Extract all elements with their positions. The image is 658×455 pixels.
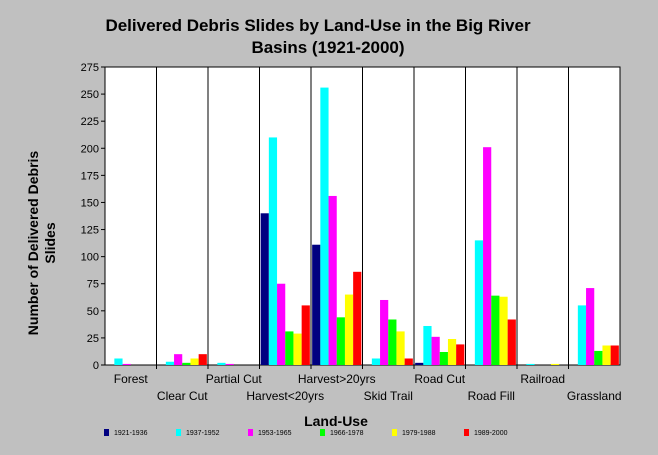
bars [114,87,619,366]
y-tick-label: 275 [81,62,99,74]
category-label: Grassland [567,389,622,403]
legend-swatch [176,429,181,436]
bar [577,305,587,365]
legend-label: 1937-1952 [186,430,220,437]
y-axis-title-line-1: Number of Delivered Debris [25,151,41,336]
bar [526,363,535,365]
y-tick-label: 100 [81,252,99,264]
bar [320,87,329,366]
y-tick-label: 250 [81,89,99,101]
bar [499,296,508,365]
legend-swatch [464,429,469,436]
bar [594,350,603,365]
bar [456,344,465,365]
legend-swatch [104,429,109,436]
bar [602,345,611,365]
bar [277,283,286,365]
category-label: Road Cut [414,372,465,386]
y-tick-label: 0 [93,360,99,372]
bar [122,363,131,365]
legend: 1921-1936 1937-1952 1953-1965 1966-1978 1979… [104,429,508,437]
bar [396,331,405,365]
bar [439,351,448,365]
category-label: Harvest>20yrs [298,372,376,386]
category-label: Forest [114,372,149,386]
bar [217,362,226,365]
bar [182,362,191,365]
bar [474,240,484,365]
legend-label: 1921-1936 [114,430,148,437]
category-separators [156,67,569,369]
y-tick-label: 150 [81,197,99,209]
bar [285,331,294,365]
bar [380,299,389,365]
bar [447,338,457,365]
y-tick-label: 75 [87,279,99,291]
legend-label: 1979-1988 [402,430,436,437]
y-tick-label: 125 [81,225,99,237]
bar [431,336,440,365]
bar [507,319,516,365]
category-label: Road Fill [468,389,515,403]
bar [353,271,362,365]
bar [371,358,381,365]
legend-swatch [320,429,325,436]
x-axis-title: Land-Use [304,413,368,429]
bar [586,288,595,365]
bar [483,147,492,365]
legend-swatch [248,429,253,436]
bar [388,319,397,365]
bar [610,345,619,365]
bar [404,358,413,365]
bar [268,137,278,365]
y-axis: 0 25 50 75 100 125 150 175 200 225 250 275 [81,62,105,372]
bar [550,363,560,365]
chart-title-line-1: Delivered Debris Slides by Land-Use in t… [105,16,531,35]
legend-swatch [392,429,397,436]
y-tick-label: 50 [87,306,99,318]
bar [344,294,354,365]
bar [301,305,310,365]
category-label: Clear Cut [157,389,208,403]
bar [174,354,183,365]
category-label: Harvest<20yrs [246,389,324,403]
bar [336,317,345,365]
bar [198,354,207,365]
bar [190,358,199,365]
y-axis-title-line-2: Slides [42,222,58,263]
bar [165,361,175,365]
bar [423,325,432,365]
category-labels: Forest Clear Cut Partial Cut Harvest<20yrs H… [114,372,622,403]
category-label: Partial Cut [206,372,263,386]
y-tick-label: 225 [81,116,99,128]
bar [225,363,234,365]
category-label: Railroad [520,372,565,386]
chart-title-line-2: Basins (1921-2000) [251,38,404,57]
bar [491,295,500,365]
bar [328,195,337,365]
y-tick-label: 200 [81,143,99,155]
y-tick-label: 175 [81,170,99,182]
legend-label: 1966-1978 [330,430,364,437]
bar [260,213,269,365]
legend-label: 1989-2000 [474,430,508,437]
legend-label: 1953-1965 [258,430,292,437]
bar [312,244,321,365]
bar [293,333,302,365]
y-axis-title: Number of Delivered Debris Slides [25,151,58,336]
category-label: Skid Trail [364,389,413,403]
bar [114,358,123,365]
bar [415,362,424,365]
y-tick-label: 25 [87,333,99,345]
